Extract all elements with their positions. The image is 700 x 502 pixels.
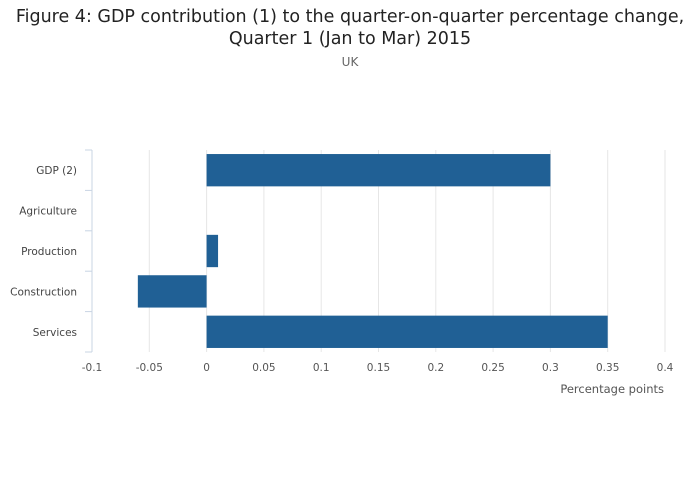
x-tick-label: 0.1 — [313, 362, 330, 374]
chart-title-line-2: Quarter 1 (Jan to Mar) 2015 — [228, 29, 472, 49]
y-axis: GDP (2) Agriculture Production Construction… — [10, 149, 93, 353]
y-category-label: Construction — [10, 286, 77, 298]
x-tick-label: 0.3 — [542, 362, 559, 374]
chart-title-line-1: Figure 4: GDP contribution (1) to the qu… — [15, 7, 685, 27]
chart-title-block: Figure 4: GDP contribution (1) to the qu… — [0, 6, 700, 69]
x-tick-label: 0.2 — [427, 362, 444, 374]
bar — [206, 234, 219, 268]
x-tick-label: 0.15 — [367, 362, 390, 374]
bar — [137, 275, 207, 308]
y-category-label: GDP (2) — [36, 165, 77, 177]
y-category-label: Agriculture — [19, 206, 77, 218]
x-tick-label: 0.4 — [657, 362, 674, 374]
bars-group — [137, 154, 608, 348]
x-tick-label: -0.05 — [136, 362, 163, 374]
x-tick-label: 0.25 — [481, 362, 504, 374]
x-tick-label: 0.35 — [596, 362, 619, 374]
x-axis: -0.1 -0.05 0 0.05 0.1 0.15 0.2 0.25 0.3 0.35 0.4 — [82, 362, 674, 374]
chart-subtitle: UK — [341, 55, 359, 69]
x-tick-label: 0.05 — [252, 362, 275, 374]
y-category-label: Services — [33, 327, 77, 339]
bar — [206, 315, 608, 348]
x-axis-title: Percentage points — [560, 382, 664, 396]
x-tick-label: 0 — [203, 362, 210, 374]
x-tick-label: -0.1 — [82, 362, 103, 374]
y-category-label: Production — [21, 246, 77, 258]
bar — [206, 154, 551, 187]
